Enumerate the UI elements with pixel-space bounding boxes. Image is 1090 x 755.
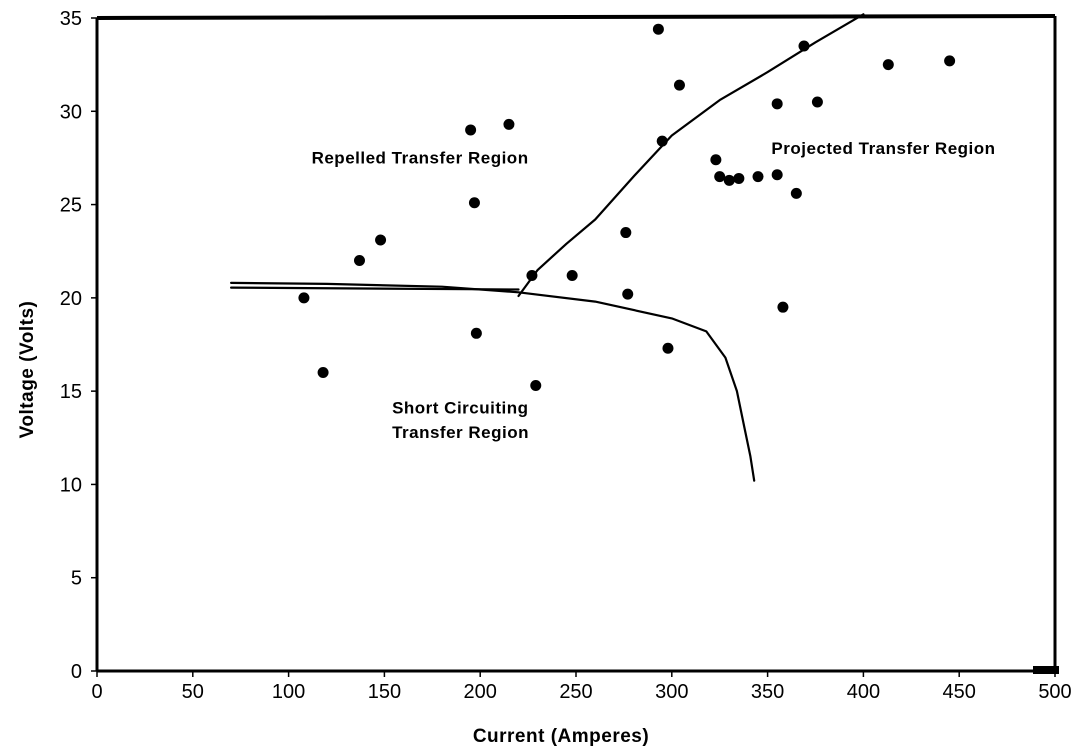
x-tick-label: 100 [272, 681, 305, 703]
data-point [652, 23, 664, 35]
data-point [622, 288, 634, 300]
y-tick-label: 5 [71, 568, 82, 590]
data-point [470, 327, 482, 339]
points-layer [298, 23, 956, 392]
data-point [944, 55, 956, 67]
data-point [662, 342, 674, 354]
data-point [673, 79, 685, 91]
x-tick-label: 500 [1038, 681, 1071, 703]
data-point [771, 169, 783, 181]
y-tick-label: 0 [71, 661, 82, 683]
region-label: Transfer Region [392, 423, 529, 442]
y-axis-title: Voltage (Volts) [17, 301, 38, 439]
y-tick-label: 25 [60, 195, 82, 217]
region-label: Projected Transfer Region [771, 139, 995, 158]
data-point [733, 172, 745, 184]
data-point [656, 135, 668, 147]
boundary-curve-1 [230, 281, 756, 482]
boundary-curve-2 [230, 286, 520, 291]
data-point [375, 234, 387, 246]
region-label: Repelled Transfer Region [312, 149, 529, 168]
data-point [317, 366, 329, 378]
labels-layer: Repelled Transfer Region Projected Transf… [312, 139, 995, 442]
x-tick-label: 350 [751, 681, 784, 703]
y-tick-label: 15 [60, 381, 82, 403]
x-tick-label: 300 [655, 681, 688, 703]
data-point [771, 98, 783, 110]
data-point [723, 174, 735, 186]
data-point [503, 118, 515, 130]
y-tick-label: 30 [60, 101, 82, 123]
y-tick-label: 10 [60, 474, 82, 496]
x-tick-label: 450 [943, 681, 976, 703]
curves-layer [230, 13, 865, 482]
top-border [96, 14, 1056, 20]
x-tick-label: 200 [464, 681, 497, 703]
data-point [752, 171, 764, 183]
data-point [798, 40, 810, 52]
x-tick-label: 50 [182, 681, 204, 703]
data-point [468, 197, 480, 209]
data-point [353, 255, 365, 267]
data-point [777, 301, 789, 313]
data-point [811, 96, 823, 108]
data-point [882, 59, 894, 71]
x-axis-title: Current (Amperes) [473, 726, 649, 747]
y-tick-label: 20 [60, 288, 82, 310]
corner-mark [1033, 666, 1059, 674]
x-tick-label: 400 [847, 681, 880, 703]
data-point [465, 124, 477, 136]
data-point [298, 292, 310, 304]
data-point [530, 380, 542, 392]
axes-layer: 0 50 100 150 200 250 300 350 400 450 500 0 5 10 15 20 25… [17, 8, 1072, 747]
data-point [714, 171, 726, 183]
data-point [710, 154, 722, 166]
data-point [526, 269, 538, 281]
x-tick-label: 0 [91, 681, 102, 703]
y-tick-label: 35 [60, 8, 82, 30]
data-point [566, 269, 578, 281]
boundary-curve-3 [517, 13, 865, 298]
data-point [620, 227, 632, 239]
data-point [790, 187, 802, 199]
region-label: Short Circuiting [392, 399, 528, 418]
x-tick-label: 250 [559, 681, 592, 703]
x-tick-label: 150 [368, 681, 401, 703]
